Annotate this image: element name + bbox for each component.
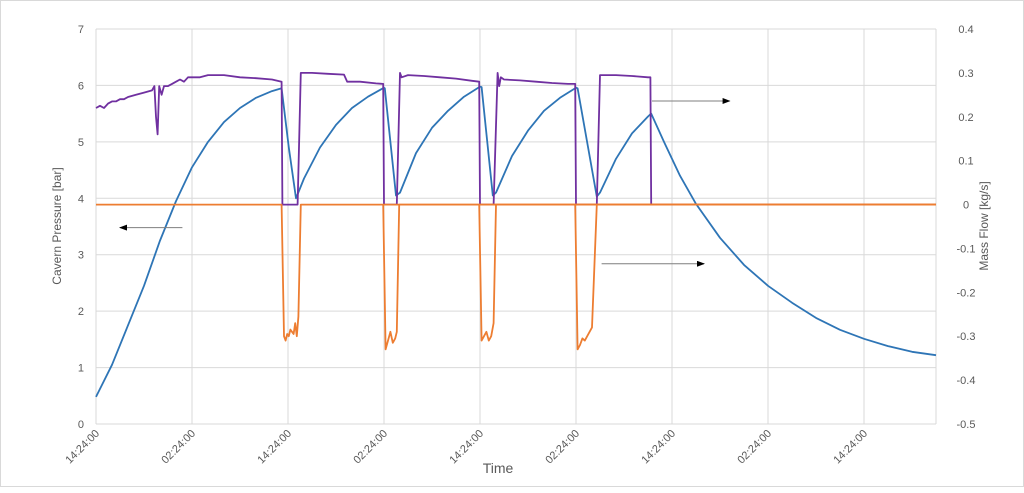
y-right-tick-label: -0.4: [957, 375, 976, 387]
x-tick-label: 14:24:00: [63, 428, 102, 467]
y-left-tick-label: 7: [78, 24, 84, 36]
y-right-tick-label: 0.4: [958, 24, 973, 36]
series-line-2: [96, 203, 936, 342]
series-line-5: [574, 203, 936, 351]
y-right-tick-label: -0.5: [957, 419, 976, 431]
series-line-3: [382, 203, 936, 351]
y-right-tick-label: 0.1: [958, 156, 973, 168]
annotation-arrows: [119, 97, 731, 267]
y-left-tick-label: 0: [78, 419, 84, 431]
y-axis-left-title: Cavern Pressure [bar]: [50, 167, 64, 284]
y-right-tick-label: -0.2: [957, 287, 976, 299]
x-tick-label: 14:24:00: [447, 428, 486, 467]
y-right-tick-label: 0.3: [958, 68, 973, 80]
series-lines: [95, 72, 937, 398]
x-tick-label: 14:24:00: [255, 428, 294, 467]
x-tick-label: 14:24:00: [831, 428, 870, 467]
y-right-tick-label: 0.2: [958, 112, 973, 124]
y-left-tick-label: 4: [78, 193, 84, 205]
y-left-tick-label: 2: [78, 306, 84, 318]
y-left-tick-label: 5: [78, 137, 84, 149]
x-tick-label: 14:24:00: [639, 428, 678, 467]
y-right-tick-label: -0.1: [957, 243, 976, 255]
y-left-tick-label: 1: [78, 363, 84, 375]
y-left-tick-label: 6: [78, 80, 84, 92]
x-axis-title: Time: [483, 460, 514, 476]
y-right-tick-label: -0.3: [957, 331, 976, 343]
x-tick-label: 02:24:00: [159, 428, 198, 467]
x-tick-label: 02:24:00: [543, 428, 582, 467]
y-right-tick-label: 0: [963, 200, 969, 212]
series-line-0: [95, 85, 937, 398]
y-left-tick-label: 3: [78, 250, 84, 262]
series-line-4: [478, 203, 936, 342]
axes: 0 1 2 3 4 5 6 7 -0.5 -0.4 -0.3 -0.2 -0.1 0 0.1 0.2 0.3 0.…: [63, 24, 975, 466]
y-axis-right-title: Mass Flow [kg/s]: [977, 181, 991, 270]
x-tick-label: 02:24:00: [351, 428, 390, 467]
x-tick-label: 02:24:00: [735, 428, 774, 467]
gridlines: [95, 28, 937, 425]
series-line-1: [95, 72, 936, 206]
